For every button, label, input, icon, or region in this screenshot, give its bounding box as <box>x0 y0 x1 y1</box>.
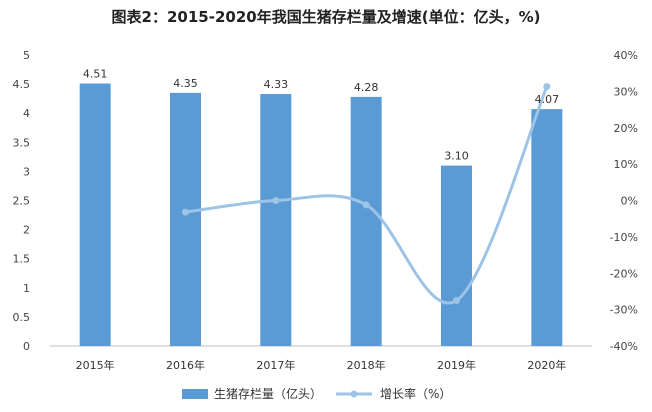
y-right-tick-label: 20% <box>614 122 638 135</box>
y-left-tick-label: 5 <box>23 49 30 62</box>
bar <box>79 83 111 346</box>
y-right-tick-label: -40% <box>610 340 638 353</box>
y-right-tick-label: -20% <box>610 267 638 280</box>
bar-data-label: 4.33 <box>264 78 289 91</box>
y-left-tick-label: 3.5 <box>13 136 31 149</box>
x-tick-label: 2017年 <box>256 358 295 372</box>
x-tick-label: 2018年 <box>347 358 386 372</box>
y-left-tick-label: 1.5 <box>13 253 31 266</box>
bar <box>170 92 201 346</box>
bar <box>531 109 563 346</box>
legend-bar-swatch <box>182 389 208 399</box>
y-left-tick-label: 2 <box>23 224 30 237</box>
growth-point <box>272 197 280 204</box>
x-tick-label: 2016年 <box>166 358 205 372</box>
y-left-tick-label: 4.5 <box>13 78 31 91</box>
bar-data-label: 3.10 <box>444 150 469 163</box>
y-right-tick-label: 0% <box>621 195 638 208</box>
legend-line-label: 增长率（%） <box>380 386 451 401</box>
bar <box>260 93 292 346</box>
y-left-tick-label: 2.5 <box>13 195 31 208</box>
x-tick-label: 2019年 <box>437 358 476 372</box>
y-left-tick-label: 3 <box>23 165 30 178</box>
legend-line-marker <box>350 390 358 398</box>
y-right-tick-label: -10% <box>610 231 638 244</box>
y-right-tick-label: -30% <box>610 304 638 317</box>
y-right-tick-label: 30% <box>614 85 638 98</box>
growth-point <box>453 297 460 305</box>
y-right-tick-label: 10% <box>614 158 638 171</box>
legend-bar-label: 生猪存栏量（亿头） <box>214 386 322 401</box>
growth-line <box>185 86 549 305</box>
y-left-tick-label: 4 <box>23 107 30 120</box>
chart-title: 图表2：2015-2020年我国生猪存栏量及增速(单位：亿头，%) <box>111 8 541 26</box>
y-left-tick-label: 1 <box>23 282 30 295</box>
y-right-tick-label: 40% <box>614 49 638 62</box>
y-left-tick-label: 0 <box>23 340 30 353</box>
growth-point <box>543 83 551 91</box>
bar <box>441 165 472 346</box>
bar-data-label: 4.28 <box>354 81 379 94</box>
x-tick-label: 2015年 <box>76 358 115 372</box>
bar-data-label: 4.51 <box>83 68 108 81</box>
x-tick-label: 2020年 <box>527 358 566 372</box>
bar-data-label: 4.07 <box>535 93 560 106</box>
y-left-tick-label: 0.5 <box>13 311 31 324</box>
growth-point <box>362 201 370 209</box>
growth-point <box>182 208 189 216</box>
bar <box>350 96 382 347</box>
bar-data-label: 4.35 <box>173 77 198 90</box>
